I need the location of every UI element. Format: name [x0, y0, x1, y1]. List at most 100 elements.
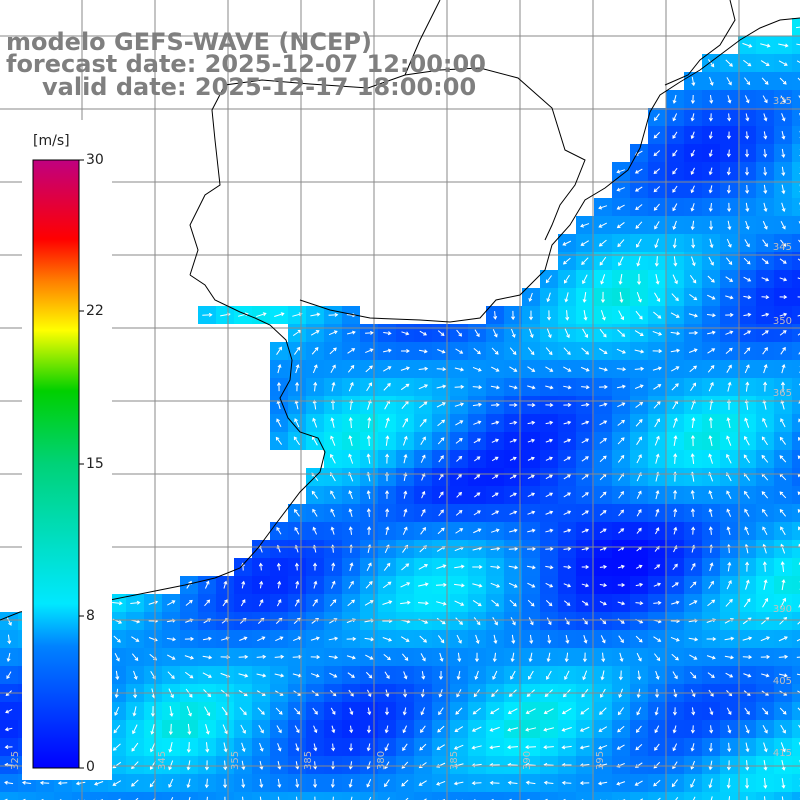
wind-vector — [743, 673, 751, 677]
wind-vector — [256, 673, 266, 677]
wind-vector — [762, 347, 768, 355]
wind-vector — [240, 599, 246, 607]
ocean-cell — [234, 792, 252, 800]
wind-vector — [727, 417, 731, 429]
wind-vector — [313, 527, 317, 535]
wind-vector — [22, 781, 32, 785]
wind-vector-head — [331, 729, 336, 734]
right-grid-label: 415 — [773, 748, 792, 759]
wind-vector — [654, 221, 660, 229]
wind-vector — [437, 437, 445, 445]
wind-vector — [744, 239, 750, 247]
wind-vector-head — [746, 598, 751, 603]
wind-vector-head — [384, 747, 389, 752]
wind-vector — [779, 473, 787, 481]
wind-vector — [742, 617, 752, 625]
wind-vector — [670, 312, 680, 318]
wind-vector-head — [690, 226, 695, 231]
wind-vector — [672, 113, 678, 121]
wind-vector — [438, 455, 444, 463]
wind-vector-head — [471, 728, 476, 732]
wind-vector — [492, 329, 498, 337]
wind-vector — [328, 655, 338, 659]
wind-vector-head — [692, 382, 697, 387]
wind-vector — [599, 256, 607, 266]
wind-vector-head — [712, 636, 717, 642]
wind-vector-head — [691, 417, 696, 421]
wind-vector-head — [675, 314, 680, 318]
wind-vector-head — [187, 731, 192, 735]
wind-vector — [187, 778, 191, 788]
wind-vector-head — [439, 657, 444, 662]
wind-vector-head — [549, 492, 554, 497]
wind-vector-head — [580, 710, 585, 715]
wind-vector-head — [545, 279, 550, 284]
wind-vector-head — [384, 711, 390, 716]
wind-vector — [689, 274, 697, 284]
ocean-cell — [792, 162, 800, 180]
wind-vector-head — [112, 747, 117, 751]
wind-vector — [635, 565, 643, 569]
ocean-cell — [288, 792, 306, 800]
wind-vector-head — [441, 349, 446, 354]
bottom-grid-label: 345 — [157, 751, 168, 770]
wind-vector — [400, 601, 410, 605]
wind-vector — [130, 601, 140, 605]
wind-vector — [670, 349, 680, 353]
wind-vector — [419, 762, 427, 768]
wind-vector-head — [190, 636, 195, 641]
wind-vector-head — [764, 597, 769, 602]
wind-vector — [509, 511, 517, 515]
wind-vector — [726, 77, 732, 85]
wind-vector-head — [603, 350, 608, 354]
wind-vector-head — [425, 601, 429, 606]
wind-vector-head — [495, 602, 500, 607]
wind-vector — [798, 526, 800, 531]
wind-vector-head — [673, 417, 678, 422]
wind-vector-head — [729, 63, 733, 67]
wind-vector-head — [634, 152, 639, 156]
wind-vector-head — [567, 402, 572, 407]
wind-vector — [383, 654, 391, 660]
wind-vector — [725, 347, 733, 355]
wind-vector-head — [727, 381, 732, 386]
wind-vector-head — [603, 583, 608, 588]
wind-vector — [562, 240, 572, 246]
wind-vector — [583, 292, 587, 302]
wind-vector-head — [529, 334, 534, 339]
wind-vector — [382, 600, 392, 606]
wind-vector — [761, 673, 769, 677]
wind-vector — [456, 492, 462, 498]
wind-vector-head — [620, 454, 625, 459]
wind-vector — [619, 273, 623, 285]
wind-vector-head — [440, 509, 444, 514]
wind-vector-head — [513, 402, 518, 408]
wind-vector-head — [747, 312, 752, 317]
wind-vector-head — [748, 636, 753, 641]
wind-vector-head — [7, 640, 12, 645]
ocean-cell — [792, 486, 800, 504]
wind-vector-head — [780, 526, 784, 531]
wind-vector-head — [490, 710, 494, 715]
wind-vector — [331, 725, 335, 733]
wind-vector-head — [406, 619, 411, 624]
wind-vector-head — [746, 260, 751, 265]
wind-vector — [527, 511, 535, 515]
wind-vector-head — [404, 657, 409, 661]
wind-vector-head — [278, 729, 282, 734]
wind-vector — [331, 382, 335, 392]
wind-vector-head — [639, 384, 644, 389]
wind-vector — [780, 724, 786, 734]
wind-vector — [761, 277, 769, 281]
wind-vector — [779, 707, 787, 715]
wind-vector — [725, 295, 733, 299]
wind-vector-head — [492, 658, 497, 663]
wind-vector-head — [531, 528, 536, 533]
wind-vector-head — [639, 401, 644, 406]
wind-vector-head — [208, 674, 212, 678]
wind-vector — [329, 347, 337, 355]
wind-vector-head — [440, 437, 445, 441]
wind-vector-head — [477, 438, 481, 443]
wind-vector — [692, 238, 694, 248]
